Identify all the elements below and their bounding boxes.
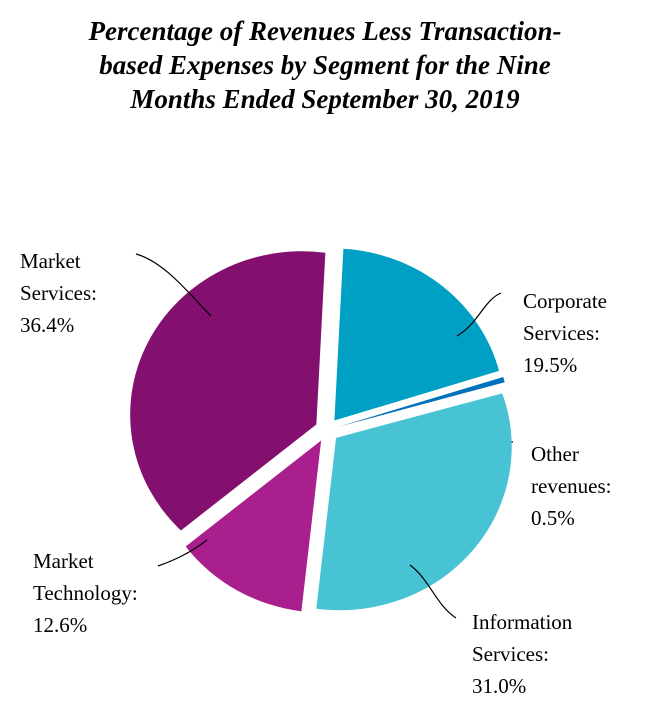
leader-line-market-technology bbox=[157, 539, 208, 567]
leader-line-corporate-services bbox=[456, 292, 502, 337]
slice-label-market-technology: Market Technology: 12.6% bbox=[33, 549, 138, 637]
chart-title: Percentage of Revenues Less Transaction-… bbox=[0, 14, 650, 116]
slice-label-line: Services: bbox=[472, 642, 549, 666]
slice-label-corporate-services: Corporate Services: 19.5% bbox=[523, 289, 607, 377]
slice-label-line: 0.5% bbox=[531, 506, 575, 530]
slice-label-line: 31.0% bbox=[472, 674, 526, 698]
slice-label-information-services: Information Services: 31.0% bbox=[472, 610, 573, 698]
pie-slice-corporate-services bbox=[334, 248, 500, 421]
chart-title-line-3: Months Ended September 30, 2019 bbox=[130, 84, 520, 114]
pie-slice-other-revenues bbox=[338, 376, 505, 427]
pie-slice-information-services bbox=[316, 393, 512, 611]
pie-slice-market-services bbox=[130, 251, 326, 531]
slice-label-line: Other bbox=[531, 442, 579, 466]
slice-label-line: revenues: bbox=[531, 474, 611, 498]
slice-label-line: 12.6% bbox=[33, 613, 87, 637]
slice-label-line: Information bbox=[472, 610, 573, 634]
slice-label-line: 19.5% bbox=[523, 353, 577, 377]
leader-line-market-services bbox=[135, 253, 212, 317]
slice-label-market-services: Market Services: 36.4% bbox=[20, 249, 97, 337]
leader-line-information-services bbox=[409, 564, 457, 619]
slice-label-line: 36.4% bbox=[20, 313, 74, 337]
chart-title-line-2: based Expenses by Segment for the Nine bbox=[99, 50, 551, 80]
chart-title-line-1: Percentage of Revenues Less Transaction- bbox=[88, 16, 562, 46]
slice-label-line: Services: bbox=[523, 321, 600, 345]
slice-label-line: Market bbox=[20, 249, 81, 273]
slice-label-line: Technology: bbox=[33, 581, 138, 605]
slice-label-line: Corporate bbox=[523, 289, 607, 313]
pie-slice-market-technology bbox=[185, 440, 322, 612]
slice-label-line: Services: bbox=[20, 281, 97, 305]
slice-label-other-revenues: Other revenues: 0.5% bbox=[531, 442, 611, 530]
slice-label-line: Market bbox=[33, 549, 94, 573]
